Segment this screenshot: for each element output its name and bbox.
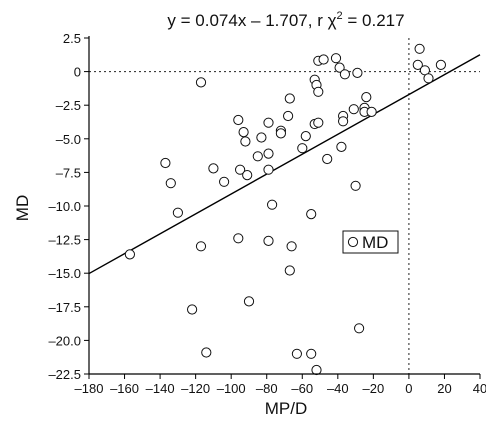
y-tick-label: 2.5	[63, 31, 81, 46]
data-point	[240, 136, 251, 147]
x-axis-ticks: –180 –160 –140 –120 –100 –80 –60 –40 –20 0 20 40	[75, 374, 486, 396]
x-tick-label: –100	[217, 381, 246, 396]
data-point	[160, 157, 171, 169]
data-point	[195, 77, 207, 88]
chart-title: y = 0.074x – 1.707, r χ2 = 0.217	[167, 10, 404, 30]
data-point	[284, 265, 295, 276]
data-point	[322, 153, 333, 165]
data-point	[339, 69, 350, 80]
y-tick-label: –22.5	[48, 367, 81, 382]
x-axis-title: MP/D	[265, 399, 308, 418]
data-point	[242, 170, 253, 181]
regression-line	[88, 54, 481, 275]
data-point	[354, 323, 365, 334]
y-tick-label: –15.0	[48, 266, 81, 281]
data-point	[330, 53, 342, 64]
x-tick-label: –160	[110, 381, 139, 396]
legend: MD	[342, 230, 399, 254]
data-point	[412, 59, 423, 71]
data-point	[195, 241, 207, 252]
data-point	[283, 110, 294, 122]
data-point	[165, 178, 176, 189]
data-point	[238, 127, 249, 138]
data-point	[124, 249, 135, 260]
data-point	[172, 207, 183, 218]
y-tick-label: –17.5	[48, 300, 81, 315]
data-point	[235, 164, 246, 175]
axes	[88, 36, 480, 375]
data-point	[348, 104, 359, 115]
y-tick-label: –12.5	[48, 233, 81, 248]
data-point	[361, 92, 372, 103]
y-tick-label: –7.5	[56, 165, 81, 180]
data-point	[352, 67, 363, 79]
data-point	[291, 348, 302, 359]
data-point	[306, 209, 317, 220]
data-point	[263, 164, 274, 175]
data-points	[124, 43, 446, 376]
y-axis-ticks: 2.5 0 –2.5 –5.0 –7.5 –10.0 –12.5 –15.0 –17.5 –20.…	[48, 31, 89, 382]
data-point	[313, 117, 324, 128]
data-point	[435, 59, 446, 71]
data-point	[233, 114, 244, 126]
y-tick-label: –2.5	[56, 98, 81, 113]
data-point	[313, 86, 324, 97]
regression-line-group	[88, 54, 481, 275]
data-point	[350, 180, 361, 191]
data-point	[243, 296, 255, 307]
data-point	[338, 116, 349, 127]
data-point	[263, 235, 274, 246]
x-tick-label: 40	[473, 381, 486, 396]
y-tick-label: 0	[74, 65, 81, 80]
x-tick-label: –120	[181, 381, 210, 396]
data-point	[256, 132, 267, 143]
legend-box	[342, 230, 399, 254]
data-point	[267, 199, 278, 210]
data-point	[311, 364, 322, 376]
x-tick-label: –180	[75, 381, 104, 396]
data-point	[366, 106, 377, 118]
data-point	[423, 73, 434, 84]
legend-label: MD	[362, 233, 388, 252]
reference-lines	[89, 38, 480, 374]
data-point	[414, 43, 425, 54]
x-tick-label: 20	[437, 381, 451, 396]
data-point	[201, 347, 212, 358]
data-point	[187, 304, 198, 315]
data-point	[336, 141, 347, 152]
y-axis-title: MD	[13, 195, 32, 221]
data-point	[318, 54, 329, 65]
data-point	[300, 131, 311, 142]
y-tick-label: –10.0	[48, 199, 81, 214]
data-point	[284, 93, 295, 104]
data-point	[334, 62, 345, 73]
data-point	[286, 241, 297, 252]
data-point	[233, 233, 244, 244]
x-tick-label: –20	[363, 381, 385, 396]
x-tick-label: –140	[146, 381, 175, 396]
data-point	[297, 143, 308, 154]
data-point	[208, 163, 219, 174]
x-tick-label: –40	[327, 381, 349, 396]
x-tick-label: 0	[405, 381, 412, 396]
legend-marker	[347, 236, 359, 248]
data-point	[263, 117, 274, 128]
data-point	[263, 148, 274, 159]
data-point	[275, 128, 286, 139]
y-tick-label: –20.0	[48, 333, 81, 348]
data-point	[219, 176, 230, 187]
data-point	[306, 348, 317, 359]
y-tick-label: –5.0	[56, 132, 81, 147]
x-tick-label: –80	[256, 381, 278, 396]
x-tick-label: –60	[291, 381, 313, 396]
data-point	[252, 151, 263, 162]
